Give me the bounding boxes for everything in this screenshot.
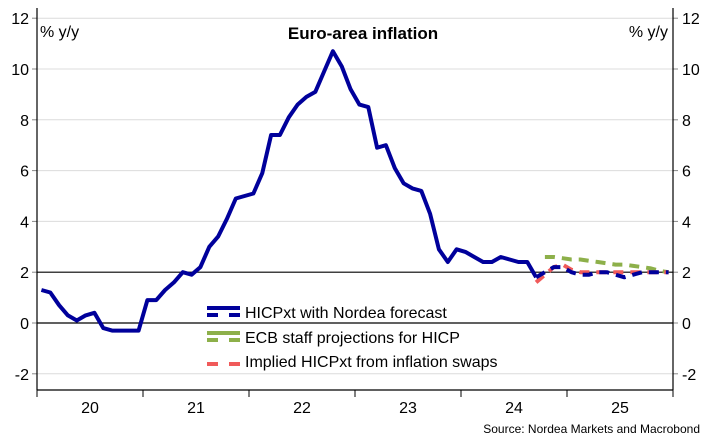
x-tick-label: 22 [293,400,311,417]
series-lines [40,49,669,333]
y-tick-label-left: 12 [11,11,29,28]
legend: HICPxt with Nordea forecast ECB staff pr… [207,305,498,371]
x-tick-label: 25 [611,400,629,417]
ecb-projection-line [544,255,669,275]
x-tick-label: 23 [399,400,417,417]
legend-item-swaps: Implied HICPxt from inflation swaps [207,354,498,371]
y-tick-label-left: 6 [20,164,29,181]
legend-label-hicpxt: HICPxt with Nordea forecast [245,305,447,322]
hicpxt-actual-line [40,49,538,333]
y-tick-label-left: 2 [20,265,29,282]
y-tick-label-left: 8 [20,113,29,130]
legend-label-ecb: ECB staff projections for HICP [245,330,460,347]
y-tick-label-left: 10 [11,62,29,79]
y-axis-label-right: % y/y [629,24,668,41]
chart-title: Euro-area inflation [288,24,438,43]
x-tick-label: 24 [505,400,523,417]
y-tick-label-right: 8 [682,113,691,130]
y-tick-label-right: -2 [682,367,696,384]
y-tick-label-right: 6 [682,164,691,181]
y-tick-label-right: 0 [682,316,691,333]
y-tick-label-right: 10 [682,62,700,79]
x-tick-label: 21 [187,400,205,417]
source-note: Source: Nordea Markets and Macrobond [483,422,700,436]
y-axis-label-left: % y/y [40,24,79,41]
gridlines [37,17,673,375]
y-tick-label-right: 4 [682,214,691,231]
legend-marker-ecb [207,331,240,342]
legend-marker-hicpxt [207,306,240,317]
y-tick-label-left: 4 [20,214,29,231]
legend-item-ecb: ECB staff projections for HICP [207,330,460,347]
legend-label-swaps: Implied HICPxt from inflation swaps [245,354,498,371]
y-tick-label-left: -2 [15,367,29,384]
y-tick-label-left: 0 [20,316,29,333]
y-tick-label-right: 2 [682,265,691,282]
x-tick-label: 20 [81,400,99,417]
legend-item-hicpxt: HICPxt with Nordea forecast [207,305,447,322]
y-tick-label-right: 12 [682,11,700,28]
hicpxt-forecast-line [535,265,669,280]
